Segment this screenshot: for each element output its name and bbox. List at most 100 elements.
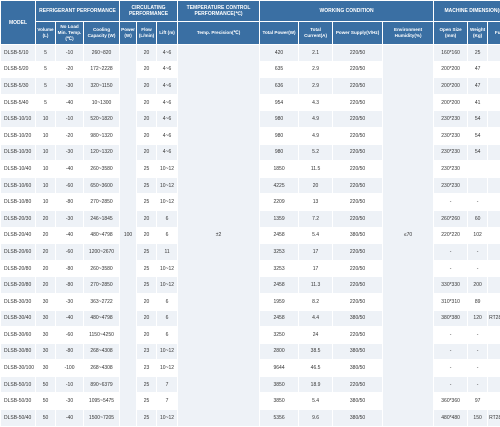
cell-total-current: 9.6 — [299, 410, 333, 427]
header-fuse: Fuse (A) — [488, 22, 500, 45]
header-group-circulating: CIRCULATING PERFORMANCE — [120, 1, 178, 22]
cell-model: DLSB-10/10 — [1, 111, 36, 128]
cell-weight: 150 — [468, 410, 488, 427]
cell-no-load-temp: -80 — [56, 277, 84, 294]
cell-total-power: 980 — [260, 111, 299, 128]
cell-power-supply: 220/50 — [333, 194, 383, 211]
cell-lift: 10~12 — [157, 277, 178, 294]
cell-open-size: 220*220 — [434, 227, 468, 244]
cell-model: DLSB-30/40 — [1, 310, 36, 327]
cell-lift: 10~12 — [157, 161, 178, 178]
cell-cooling-capacity: 246~1845 — [84, 210, 120, 227]
header-group-refrigerant: REFRIGERANT PERFORMANCE — [36, 1, 120, 22]
cell-volume: 5 — [36, 94, 56, 111]
cell-total-current: 46.5 — [299, 360, 333, 377]
cell-fuse: - — [488, 244, 500, 261]
cell-flow: 20 — [137, 144, 157, 161]
cell-model: DLSB-20/80 — [1, 277, 36, 294]
cell-flow: 25 — [137, 177, 157, 194]
cell-total-power: 1359 — [260, 210, 299, 227]
cell-power-supply: 380/50 — [333, 343, 383, 360]
cell-model: DLSB-10/80 — [1, 194, 36, 211]
cell-flow: 25 — [137, 244, 157, 261]
header-power: Power (W) — [120, 22, 137, 45]
cell-open-size: - — [434, 194, 468, 211]
cell-flow: 20 — [137, 293, 157, 310]
cell-cooling-capacity: 10~1300 — [84, 94, 120, 111]
cell-volume: 5 — [36, 45, 56, 62]
cell-model: DLSB-10/20 — [1, 127, 36, 144]
cell-model: DLSB-20/60 — [1, 244, 36, 261]
cell-total-power: 3250 — [260, 327, 299, 344]
cell-total-power: 2458 — [260, 227, 299, 244]
cell-total-current: 4.3 — [299, 94, 333, 111]
cell-total-current: 7.2 — [299, 210, 333, 227]
cell-total-current: 24 — [299, 327, 333, 344]
cell-lift: 11 — [157, 244, 178, 261]
cell-power-supply: 220/50 — [333, 144, 383, 161]
cell-fuse — [488, 177, 500, 194]
cell-no-load-temp: -30 — [56, 210, 84, 227]
cell-lift: 10~12 — [157, 410, 178, 427]
cell-flow: 25 — [137, 410, 157, 427]
header-lift: Lift (m) — [157, 22, 178, 45]
cell-fuse: 10 — [488, 227, 500, 244]
cell-total-current: 13 — [299, 194, 333, 211]
cell-open-size: 230*230 — [434, 161, 468, 178]
cell-total-power: 635 — [260, 61, 299, 78]
cell-open-size: - — [434, 244, 468, 261]
cell-lift: 4~6 — [157, 144, 178, 161]
header-model: MODEL — [1, 1, 36, 45]
cell-total-current: 5.4 — [299, 227, 333, 244]
cell-volume: 10 — [36, 127, 56, 144]
cell-weight: 25 — [468, 45, 488, 62]
cell-total-power: 636 — [260, 78, 299, 95]
cell-total-current: 17 — [299, 244, 333, 261]
cell-model: DLSB-30/80 — [1, 343, 36, 360]
cell-volume: 20 — [36, 260, 56, 277]
cell-weight: - — [468, 376, 488, 393]
cell-power-supply: 220/50 — [333, 161, 383, 178]
header-power-supply: Power Supply(V/Hz) — [333, 22, 383, 45]
cell-power-supply: 220/50 — [333, 210, 383, 227]
cell-fuse: - — [488, 327, 500, 344]
cell-model: DLSB-5/30 — [1, 78, 36, 95]
cell-total-power: 1850 — [260, 161, 299, 178]
cell-lift: 4~6 — [157, 78, 178, 95]
cell-model: DLSB-20/80 — [1, 260, 36, 277]
cell-power-supply: 220/50 — [333, 177, 383, 194]
cell-lift: 6 — [157, 327, 178, 344]
cell-weight: 97 — [468, 393, 488, 410]
cell-lift: 4~6 — [157, 45, 178, 62]
header-temp-precision: Temp. Precision(℃) — [178, 22, 260, 45]
cell-model: DLSB-10/60 — [1, 177, 36, 194]
cell-open-size: 380*380 — [434, 310, 468, 327]
cell-weight: - — [468, 194, 488, 211]
cell-total-power: 9644 — [260, 360, 299, 377]
cell-total-power: 3850 — [260, 376, 299, 393]
cell-fuse: 15 — [488, 144, 500, 161]
cell-no-load-temp: -40 — [56, 410, 84, 427]
header-group-working: WORKING CONDITION — [260, 1, 434, 22]
cell-lift: 10~12 — [157, 360, 178, 377]
cell-volume: 50 — [36, 410, 56, 427]
cell-flow: 20 — [137, 78, 157, 95]
cell-circulating-power: 100 — [120, 45, 137, 427]
cell-lift: 10~12 — [157, 343, 178, 360]
cell-power-supply: 220/50 — [333, 78, 383, 95]
cell-no-load-temp: -40 — [56, 161, 84, 178]
cell-total-power: 2458 — [260, 277, 299, 294]
cell-model: DLSB-20/30 — [1, 210, 36, 227]
cell-weight: 54 — [468, 111, 488, 128]
cell-cooling-capacity: 260~820 — [84, 45, 120, 62]
cell-flow: 20 — [137, 111, 157, 128]
cell-power-supply: 380/50 — [333, 360, 383, 377]
cell-volume: 10 — [36, 177, 56, 194]
cell-no-load-temp: -60 — [56, 177, 84, 194]
cell-no-load-temp: -30 — [56, 393, 84, 410]
cell-total-power: 420 — [260, 45, 299, 62]
cell-volume: 30 — [36, 327, 56, 344]
cell-weight: - — [468, 360, 488, 377]
cell-cooling-capacity: 480~4798 — [84, 227, 120, 244]
